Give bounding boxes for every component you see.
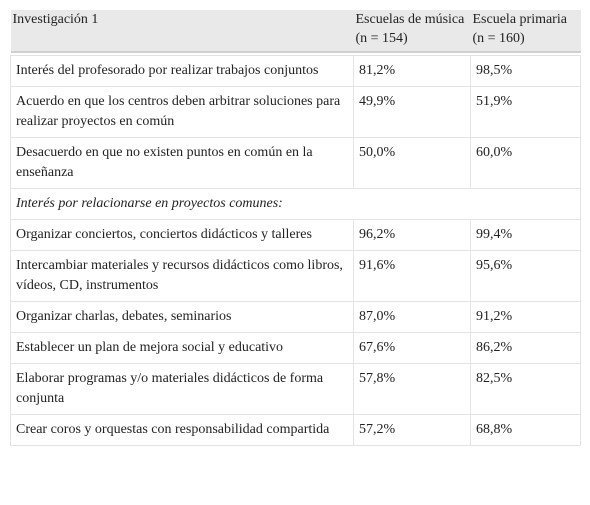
table-row: Desacuerdo en que no existen puntos en c…	[10, 137, 581, 189]
header-row: Investigación 1 Escuelas de música (n = 1…	[10, 10, 581, 53]
table-cell: 60,0%	[470, 137, 581, 189]
table-cell: 91,6%	[353, 250, 471, 302]
table-row: Acuerdo en que los centros deben arbitra…	[10, 86, 581, 138]
table-cell: 86,2%	[470, 332, 581, 364]
table-body: Interés del profesorado por realizar tra…	[10, 52, 581, 446]
table-cell: Establecer un plan de mejora social y ed…	[10, 332, 354, 364]
table-cell: Intercambiar materiales y recursos didác…	[10, 250, 354, 302]
table-cell: 87,0%	[353, 301, 471, 333]
table-cell: 99,4%	[470, 219, 581, 251]
table-cell: 95,6%	[470, 250, 581, 302]
table-cell: 68,8%	[470, 414, 581, 446]
table-cell: 81,2%	[353, 55, 471, 87]
table-cell: 96,2%	[353, 219, 471, 251]
table-row: Organizar conciertos, conciertos didácti…	[10, 219, 581, 251]
table-cell: 98,5%	[470, 55, 581, 87]
table-row: Interés del profesorado por realizar tra…	[10, 55, 581, 87]
table-row: Crear coros y orquestas con responsabili…	[10, 414, 581, 446]
table-cell: Acuerdo en que los centros deben arbitra…	[10, 86, 354, 138]
table-cell: Organizar charlas, debates, seminarios	[10, 301, 354, 333]
table-cell: Interés del profesorado por realizar tra…	[10, 55, 354, 87]
table-cell: 50,0%	[353, 137, 471, 189]
table-row: Elaborar programas y/o materiales didáct…	[10, 363, 581, 415]
table-cell: 57,2%	[353, 414, 471, 446]
data-table: Investigación 1 Escuelas de música (n = 1…	[10, 10, 581, 446]
table-cell: Crear coros y orquestas con responsabili…	[10, 414, 354, 446]
table-row: Establecer un plan de mejora social y ed…	[10, 332, 581, 364]
table-cell: 49,9%	[353, 86, 471, 138]
table-cell: 67,6%	[353, 332, 471, 364]
section-cell: Interés por relacionarse en proyectos co…	[10, 188, 581, 220]
table-cell: 82,5%	[470, 363, 581, 415]
table-row: Intercambiar materiales y recursos didác…	[10, 250, 581, 302]
table-cell: 57,8%	[353, 363, 471, 415]
table-cell: Desacuerdo en que no existen puntos en c…	[10, 137, 354, 189]
header-cell: Investigación 1	[10, 10, 354, 53]
table-cell: 51,9%	[470, 86, 581, 138]
table-row: Organizar charlas, debates, seminarios 87…	[10, 301, 581, 333]
header-cell: Escuelas de música (n = 154)	[353, 10, 471, 53]
table-cell: 91,2%	[470, 301, 581, 333]
table-cell: Organizar conciertos, conciertos didácti…	[10, 219, 354, 251]
table-cell: Elaborar programas y/o materiales didáct…	[10, 363, 354, 415]
table-row: Interés por relacionarse en proyectos co…	[10, 188, 581, 220]
header-cell: Escuela primaria (n = 160)	[470, 10, 581, 53]
